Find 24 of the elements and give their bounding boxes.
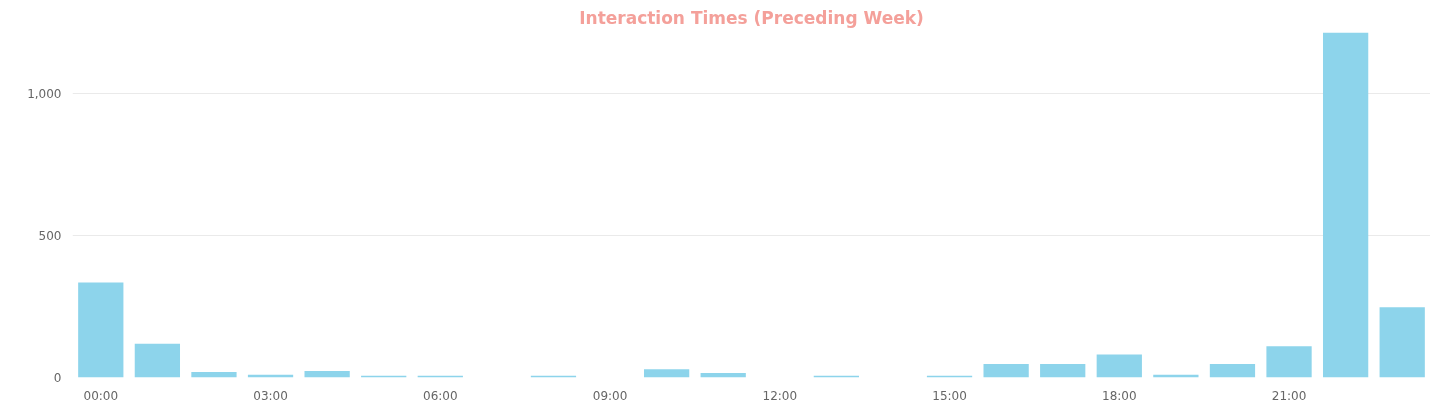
x-tick-label: 12:00: [762, 388, 798, 403]
x-tick-label: 21:00: [1271, 388, 1307, 403]
bar: [191, 372, 237, 378]
x-tick-label: 00:00: [83, 388, 119, 403]
bar: [1266, 346, 1312, 378]
bar: [78, 282, 124, 378]
bar: [304, 370, 350, 378]
x-tick-label: 18:00: [1102, 388, 1137, 403]
y-tick-label: 500: [38, 229, 62, 244]
bar: [134, 343, 181, 378]
x-tick-label: 09:00: [592, 388, 628, 403]
bar: [1096, 354, 1142, 378]
bar: [1209, 363, 1256, 378]
bar: [983, 363, 1029, 378]
x-tick-label: 06:00: [423, 388, 458, 403]
bar: [1379, 307, 1425, 378]
x-tick-label: 03:00: [253, 388, 288, 403]
bar: [1322, 32, 1369, 378]
x-tick-label: 15:00: [932, 388, 967, 403]
chart-title: Interaction Times (Preceding Week): [579, 7, 924, 28]
y-tick-label: 0: [53, 371, 62, 385]
y-tick-label: 1,000: [27, 87, 62, 102]
bar: [1040, 363, 1086, 378]
bar: [643, 369, 690, 378]
